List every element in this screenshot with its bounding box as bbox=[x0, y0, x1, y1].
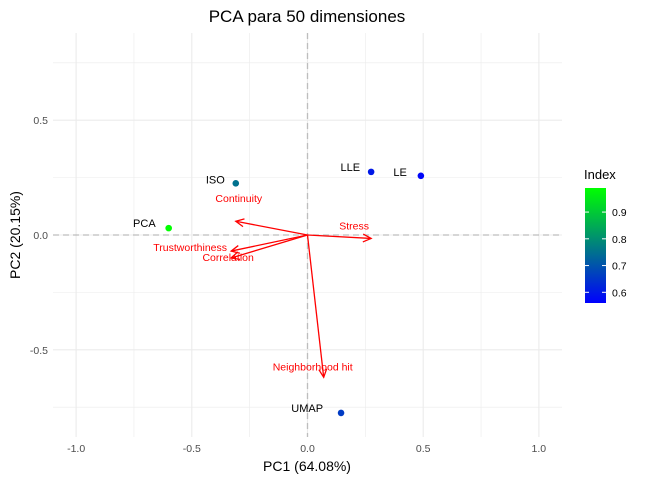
legend-tick-label: 0.6 bbox=[612, 287, 627, 299]
arrow-label: Neighborhood hit bbox=[273, 361, 353, 373]
legend-tick-label: 0.8 bbox=[612, 234, 627, 246]
arrow-shaft bbox=[307, 234, 372, 240]
point-label: UMAP bbox=[291, 403, 323, 415]
arrow-label: Stress bbox=[339, 220, 369, 232]
y-axis-ticks: -0.5 0.0 0.5 bbox=[30, 115, 48, 357]
color-legend: Index 0.6 0.7 0.8 0.9 bbox=[584, 167, 627, 303]
legend-title: Index bbox=[584, 167, 616, 182]
chart-title: PCA para 50 dimensiones bbox=[209, 7, 406, 26]
point-label: ISO bbox=[206, 174, 225, 186]
data-point bbox=[232, 180, 240, 187]
arrow-label: Continuity bbox=[215, 193, 262, 205]
legend-ticks: 0.6 0.7 0.8 0.9 bbox=[585, 207, 627, 299]
arrow-shaft bbox=[231, 234, 308, 252]
legend-colorbar bbox=[585, 188, 606, 303]
data-points: PCA ISO LLE LE UMAP bbox=[133, 162, 425, 417]
arrow-head bbox=[318, 368, 328, 379]
arrow-head bbox=[362, 233, 373, 243]
x-tick-label: -0.5 bbox=[183, 443, 201, 455]
arrow-shaft bbox=[235, 220, 308, 236]
y-tick-label: 0.0 bbox=[33, 230, 48, 242]
arrow-shaft bbox=[230, 234, 308, 259]
arrow-head bbox=[234, 218, 245, 228]
x-tick-label: 0.0 bbox=[300, 443, 315, 455]
x-axis-ticks: -1.0 -0.5 0.0 0.5 1.0 bbox=[67, 443, 546, 455]
data-point bbox=[417, 172, 425, 180]
arrow-label: Trustworthiness bbox=[153, 242, 227, 254]
x-axis-title: PC1 (64.08%) bbox=[263, 458, 351, 474]
x-tick-label: -1.0 bbox=[67, 443, 85, 455]
point-label: LLE bbox=[341, 162, 361, 174]
data-point bbox=[165, 224, 172, 232]
x-tick-label: 1.0 bbox=[532, 443, 547, 455]
arrow-head bbox=[229, 251, 241, 261]
loading-arrows: ContinuityStressCorrelationTrustworthine… bbox=[153, 193, 373, 379]
point-label: LE bbox=[393, 167, 406, 179]
data-point bbox=[367, 168, 375, 176]
legend-tick-label: 0.9 bbox=[612, 207, 627, 219]
arrow-shaft bbox=[306, 234, 325, 378]
y-tick-label: -0.5 bbox=[30, 345, 48, 357]
point-label: PCA bbox=[133, 218, 156, 230]
x-tick-label: 0.5 bbox=[416, 443, 431, 455]
data-point bbox=[337, 409, 345, 417]
legend-tick-label: 0.7 bbox=[612, 261, 627, 273]
y-tick-label: 0.5 bbox=[33, 115, 48, 127]
y-axis-title: PC2 (20.15%) bbox=[7, 191, 23, 279]
